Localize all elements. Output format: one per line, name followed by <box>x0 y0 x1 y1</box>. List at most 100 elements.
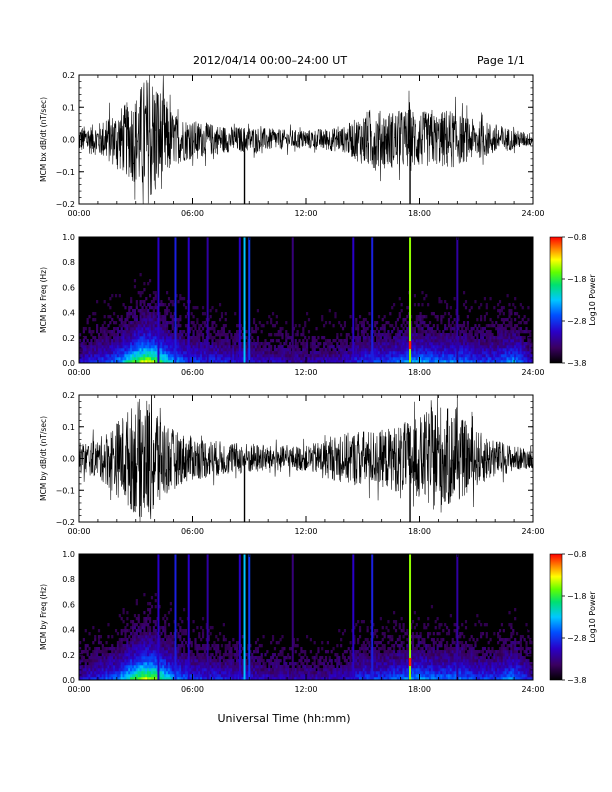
spectrogram-cell <box>162 650 165 654</box>
spectrogram-cell <box>279 665 282 669</box>
spectrogram-cell <box>128 671 131 675</box>
spectrogram-cell <box>241 668 244 672</box>
spectrogram-cell <box>137 665 140 669</box>
spectrogram-cell <box>256 339 260 343</box>
spectrogram-cell <box>287 348 290 352</box>
spectrogram-cell <box>476 357 479 361</box>
spectrogram-cell <box>260 324 263 328</box>
spectrogram-cell <box>387 336 390 340</box>
spectrogram-cell <box>200 342 203 346</box>
spectrogram-cell <box>143 659 146 663</box>
spectrogram-cell <box>107 303 110 307</box>
spectrogram-cell <box>336 674 339 678</box>
spectrogram-cell <box>307 336 311 340</box>
spectrogram-cell <box>90 662 93 666</box>
spectrogram-cell <box>230 674 233 678</box>
spectrogram-cell <box>150 330 154 334</box>
spectrogram-cell <box>368 348 371 352</box>
spectrogram-cell <box>368 360 371 364</box>
spectrogram-cell <box>343 321 347 325</box>
spectrogram-cell <box>493 348 496 352</box>
spectrogram-cell <box>207 360 210 364</box>
spectrogram-cell <box>84 348 87 352</box>
spectrogram-cell <box>440 351 443 355</box>
spectrogram-cell <box>148 638 152 642</box>
spectrogram-cell <box>167 671 171 675</box>
spectrogram-cell <box>239 360 242 364</box>
spectrogram-cell <box>97 345 101 349</box>
spectrogram-cell <box>116 659 120 663</box>
spectrogram-cell <box>94 638 97 642</box>
spectrogram-cell <box>258 656 261 660</box>
spectrogram-cell <box>116 668 120 672</box>
spectrogram-cell <box>148 312 152 316</box>
spectrogram-cell <box>236 647 239 651</box>
spectrogram-cell <box>131 629 135 633</box>
spectrogram-cell <box>126 336 129 340</box>
spectrogram-cell <box>143 671 146 675</box>
spectrogram-cell <box>480 330 483 334</box>
spectrogram-cell <box>512 333 515 337</box>
spectrogram-cell <box>192 315 195 319</box>
spectrogram-cell <box>139 291 142 295</box>
spectrogram-cell <box>184 324 188 328</box>
spectrogram-cell <box>328 348 331 352</box>
spectrogram-cell <box>521 357 524 361</box>
spectrogram-cell <box>131 668 135 672</box>
spectrogram-cell <box>368 336 371 340</box>
spectrogram-cell <box>122 357 125 361</box>
spectrogram-cell <box>232 339 235 343</box>
spectrogram-cell <box>355 318 358 322</box>
spectrogram-cell <box>164 303 167 307</box>
spectrogram-cell <box>160 348 163 352</box>
spectrogram-cell <box>495 354 498 358</box>
spectrogram-cell <box>398 330 401 334</box>
spectrogram-cell <box>368 324 371 328</box>
spectrogram-cell <box>147 339 150 343</box>
spectrogram-cell <box>130 327 133 331</box>
spectrogram-cell <box>183 677 186 681</box>
spectrogram-cell <box>135 650 138 654</box>
spectrogram-cell <box>158 324 161 328</box>
spectrogram-cell <box>406 345 409 349</box>
spectrogram-cell <box>80 659 84 663</box>
spectrogram-cell <box>264 662 267 666</box>
spectrogram-cell <box>124 671 127 675</box>
spectrogram-cell <box>419 360 422 364</box>
spectrogram-cell <box>271 653 275 657</box>
spectrogram-cell <box>228 351 231 355</box>
spectrogram-cell <box>296 345 299 349</box>
spectrogram-cell <box>135 321 138 325</box>
spectrogram-cell <box>148 650 152 654</box>
spectrogram-cell <box>183 638 186 642</box>
spectrogram-cell <box>385 348 388 352</box>
spectrogram-cell <box>296 638 299 642</box>
spectrogram-cell <box>321 656 324 660</box>
spectrogram-cell <box>160 662 163 666</box>
spectrogram-cell <box>196 662 199 666</box>
spectrogram-cell <box>226 354 229 358</box>
spectrogram-cell <box>147 659 150 663</box>
spectrogram-cell <box>474 360 477 364</box>
spectrogram-cell <box>249 342 252 346</box>
spectrogram-cell <box>253 351 256 355</box>
spectrogram-cell <box>99 327 102 331</box>
spectrogram-cell <box>506 345 509 349</box>
spectrogram-cell <box>304 342 307 346</box>
spectrogram-cell <box>258 348 261 352</box>
spectrogram-cell <box>324 360 328 364</box>
spectrogram-cell <box>495 339 498 343</box>
spectrogram-cell <box>103 336 106 340</box>
spectrogram-cell <box>321 677 324 681</box>
spectrogram-cell <box>135 671 138 675</box>
spectrogram-cell <box>116 351 120 355</box>
spectrogram-cell <box>336 671 339 675</box>
spectrogram-cell <box>400 342 403 346</box>
spectrogram-cell <box>315 354 318 358</box>
colorbar <box>549 236 563 364</box>
spectrogram-cell <box>306 348 309 352</box>
spectrogram-cell <box>181 659 184 663</box>
spectrogram-cell <box>130 650 133 654</box>
spectrogram-cell <box>281 327 284 331</box>
spectrogram-cell <box>419 315 422 319</box>
